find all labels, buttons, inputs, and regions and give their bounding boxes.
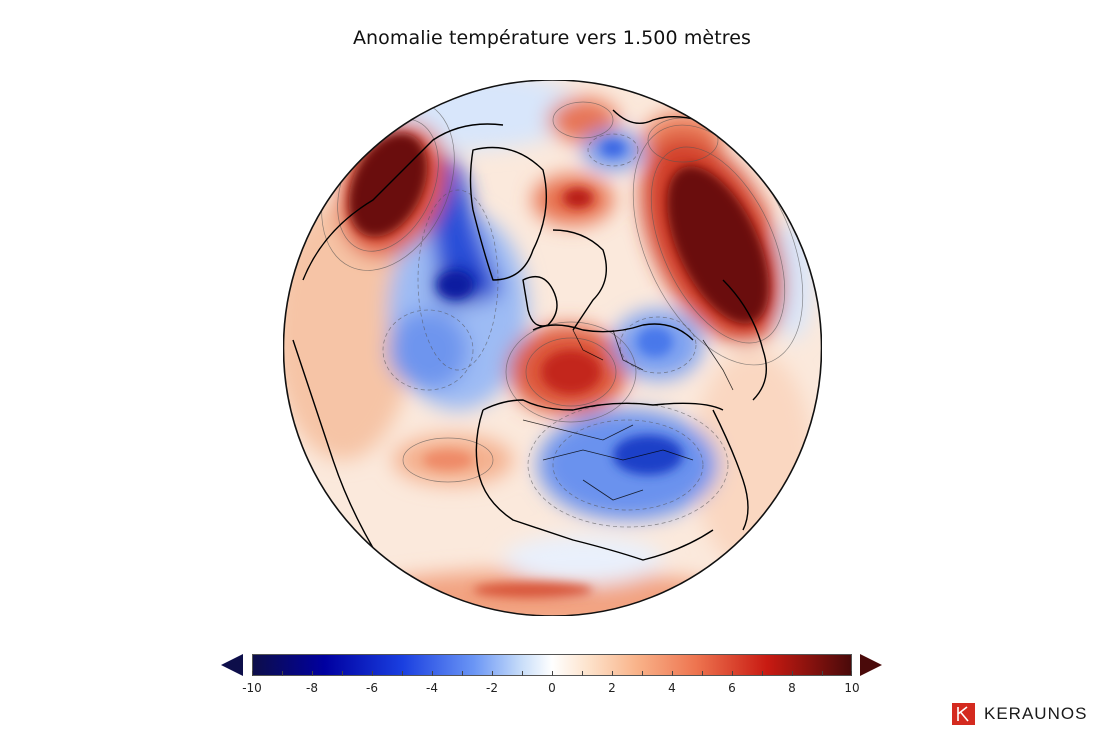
- tick-mark: [642, 671, 643, 676]
- tick-label: 6: [728, 681, 736, 695]
- tick-mark: [282, 671, 283, 676]
- tick-label: -4: [426, 681, 438, 695]
- tick-label: 4: [668, 681, 676, 695]
- tick-label: -2: [486, 681, 498, 695]
- tick-mark: [402, 671, 403, 676]
- tick-label: 10: [844, 681, 860, 695]
- tick-mark: [851, 671, 852, 676]
- globe-map: [283, 80, 822, 616]
- colorbar-extend-max-arrow: [860, 654, 882, 676]
- tick-mark: [522, 671, 523, 676]
- tick-label: 8: [788, 681, 796, 695]
- keraunos-k-icon: [952, 703, 975, 725]
- tick-mark: [432, 671, 433, 676]
- tick-mark: [462, 671, 463, 676]
- tick-label: -10: [242, 681, 262, 695]
- tick-mark: [612, 671, 613, 676]
- tick-mark: [672, 671, 673, 676]
- tick-mark: [792, 671, 793, 676]
- tick-label: -6: [366, 681, 378, 695]
- tick-mark: [552, 671, 553, 676]
- logo-text: KERAUNOS: [984, 704, 1088, 723]
- tick-mark: [342, 671, 343, 676]
- tick-mark: [822, 671, 823, 676]
- chart-title: Anomalie température vers 1.500 mètres: [352, 27, 752, 49]
- tick-mark: [582, 671, 583, 676]
- tick-mark: [702, 671, 703, 676]
- tick-mark: [252, 671, 253, 676]
- tick-mark: [492, 671, 493, 676]
- tick-label: 2: [608, 681, 616, 695]
- tick-label: -8: [306, 681, 318, 695]
- tick-label: 0: [548, 681, 556, 695]
- tick-mark: [312, 671, 313, 676]
- orthographic-globe: [283, 80, 822, 616]
- keraunos-logo: KERAUNOS: [952, 703, 1087, 725]
- tick-mark: [372, 671, 373, 676]
- colorbar-extend-min-arrow: [221, 654, 243, 676]
- tick-mark: [762, 671, 763, 676]
- tick-mark: [732, 671, 733, 676]
